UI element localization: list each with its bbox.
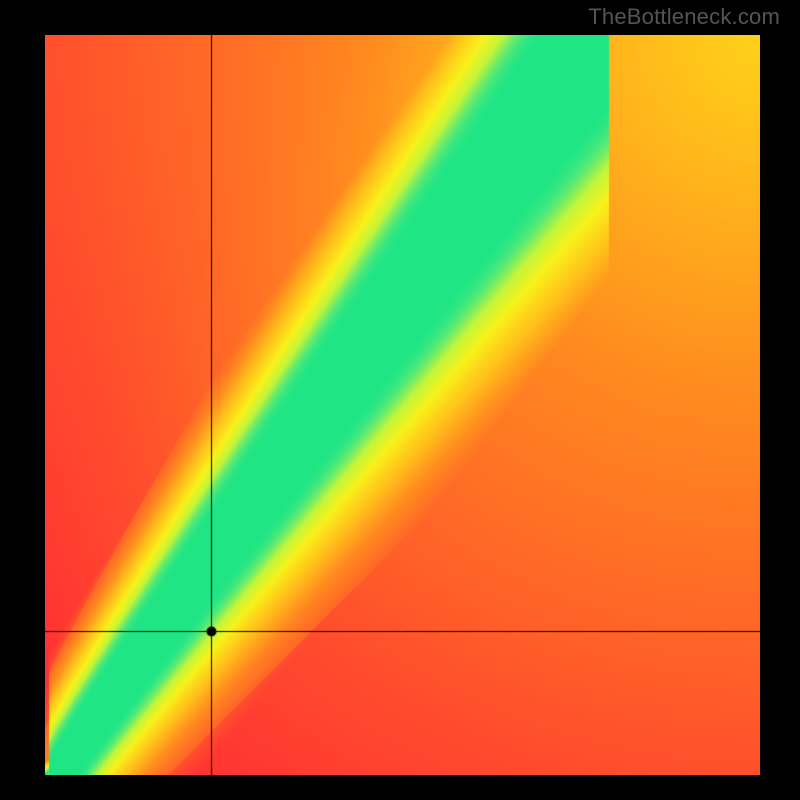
watermark-text: TheBottleneck.com (588, 4, 780, 30)
bottleneck-heatmap (45, 35, 760, 775)
